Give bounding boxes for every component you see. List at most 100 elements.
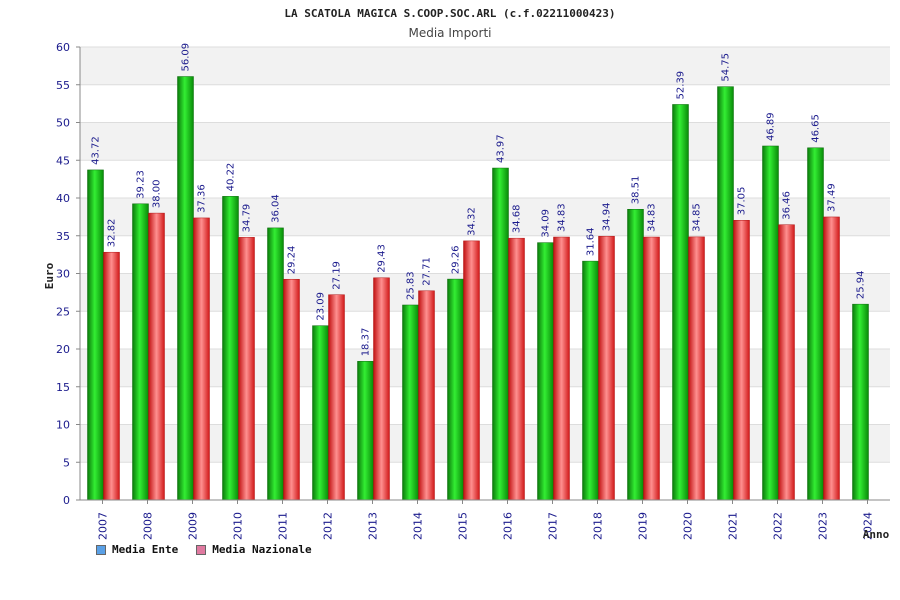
bar-media-ente-2018 bbox=[582, 260, 599, 501]
x-tick-label: 2008 bbox=[142, 512, 155, 540]
x-tick-label: 2021 bbox=[727, 512, 740, 540]
bar-media-nazionale-2017 bbox=[553, 236, 570, 501]
data-label: 34.83 bbox=[557, 203, 568, 232]
y-tick-label: 15 bbox=[56, 381, 70, 394]
y-tick-label: 55 bbox=[56, 79, 70, 92]
data-label: 29.43 bbox=[377, 244, 388, 273]
legend-item-media-ente: Media Ente bbox=[96, 543, 178, 556]
grid-band bbox=[80, 235, 890, 274]
bar-media-nazionale-2008 bbox=[148, 212, 165, 501]
bar-media-nazionale-2023 bbox=[823, 216, 840, 501]
data-label: 34.83 bbox=[647, 203, 658, 232]
bar-media-nazionale-2015 bbox=[463, 240, 480, 501]
bar-media-nazionale-2021 bbox=[733, 220, 750, 501]
legend: Media Ente Media Nazionale bbox=[96, 543, 312, 556]
bar-media-ente-2014 bbox=[402, 304, 419, 501]
bar-media-nazionale-2010 bbox=[238, 237, 255, 501]
x-tick-label: 2016 bbox=[502, 512, 515, 540]
y-tick-label: 25 bbox=[56, 305, 70, 318]
x-tick-label: 2009 bbox=[187, 512, 200, 540]
chart-title: LA SCATOLA MAGICA S.COOP.SOC.ARL (c.f.02… bbox=[284, 7, 615, 20]
bar-media-nazionale-2012 bbox=[328, 294, 345, 501]
bar-media-nazionale-2009 bbox=[193, 217, 210, 501]
legend-swatch-media-ente bbox=[96, 544, 106, 555]
y-tick-label: 0 bbox=[63, 494, 70, 507]
grid-band bbox=[80, 349, 890, 387]
bar-media-nazionale-2022 bbox=[778, 224, 795, 501]
data-label: 38.51 bbox=[631, 176, 642, 205]
data-label: 34.79 bbox=[242, 204, 253, 233]
legend-label-media-ente: Media Ente bbox=[112, 543, 179, 556]
bar-media-ente-2023 bbox=[807, 147, 824, 501]
bar-media-nazionale-2020 bbox=[688, 236, 705, 501]
bar-media-ente-2015 bbox=[447, 278, 464, 501]
data-label: 43.72 bbox=[91, 136, 102, 165]
legend-label-media-nazionale: Media Nazionale bbox=[212, 543, 312, 556]
grid-band bbox=[80, 160, 890, 198]
plot-background bbox=[80, 47, 890, 500]
y-tick-label: 30 bbox=[56, 268, 70, 281]
bar-media-ente-2009 bbox=[177, 76, 194, 501]
data-label: 34.09 bbox=[541, 209, 552, 238]
x-tick-label: 2010 bbox=[232, 512, 245, 540]
grid-band bbox=[80, 386, 890, 425]
grid-band bbox=[80, 462, 890, 500]
y-tick-label: 10 bbox=[56, 419, 70, 432]
data-label: 29.24 bbox=[287, 246, 298, 275]
bar-media-ente-2022 bbox=[762, 145, 779, 501]
data-label: 27.19 bbox=[332, 261, 343, 290]
y-tick-label: 5 bbox=[63, 456, 70, 469]
data-label: 37.49 bbox=[827, 183, 838, 212]
bar-media-ente-2011 bbox=[267, 227, 284, 501]
bar-media-nazionale-2007 bbox=[103, 251, 120, 501]
bar-media-ente-2016 bbox=[492, 167, 509, 501]
x-tick-label: 2020 bbox=[682, 512, 695, 540]
x-tick-label: 2013 bbox=[367, 512, 380, 540]
x-tick-label: 2022 bbox=[772, 512, 785, 540]
x-tick-label: 2014 bbox=[412, 512, 425, 540]
data-label: 54.75 bbox=[721, 53, 732, 82]
data-label: 38.00 bbox=[152, 179, 163, 208]
x-tick-label: 2007 bbox=[97, 512, 110, 540]
bar-media-nazionale-2011 bbox=[283, 278, 300, 501]
data-label: 52.39 bbox=[676, 71, 687, 100]
bar-media-ente-2010 bbox=[222, 196, 239, 501]
x-tick-label: 2015 bbox=[457, 512, 470, 540]
y-tick-label: 50 bbox=[56, 117, 70, 130]
legend-swatch-media-nazionale bbox=[196, 544, 207, 555]
y-tick-label: 40 bbox=[56, 192, 70, 205]
data-labels: 43.72 32.82 39.23 38.00 56.09 37.36 40.22 34.79… bbox=[91, 43, 867, 356]
x-tick-label: 2017 bbox=[547, 512, 560, 540]
bar-media-ente-2017 bbox=[537, 242, 554, 501]
x-tick-label: 2019 bbox=[637, 512, 650, 540]
x-axis-ticks: 2007 2008 2009 2010 2011 2012 2013 2014 2015 2016… bbox=[97, 500, 875, 540]
x-axis-label: Anno bbox=[863, 528, 890, 541]
bar-media-nazionale-2013 bbox=[373, 277, 390, 501]
y-axis-label: Euro bbox=[43, 262, 56, 289]
y-tick-label: 20 bbox=[56, 343, 70, 356]
x-tick-label: 2024 bbox=[862, 512, 875, 540]
data-label: 23.09 bbox=[316, 292, 327, 321]
y-tick-label: 60 bbox=[56, 41, 70, 54]
bar-media-ente-2024 bbox=[852, 303, 869, 501]
grid-band bbox=[80, 273, 890, 312]
bar-media-nazionale-2014 bbox=[418, 290, 435, 501]
bar-media-ente-2007 bbox=[87, 169, 104, 501]
x-tick-label: 2018 bbox=[592, 512, 605, 540]
bar-media-ente-2013 bbox=[357, 361, 374, 501]
y-tick-label: 45 bbox=[56, 154, 70, 167]
data-label: 37.05 bbox=[737, 187, 748, 216]
data-label: 56.09 bbox=[181, 43, 192, 72]
bar-media-ente-2019 bbox=[627, 208, 644, 501]
data-label: 25.83 bbox=[406, 271, 417, 300]
x-tick-label: 2012 bbox=[322, 512, 335, 540]
y-tick-label: 35 bbox=[56, 230, 70, 243]
grid-band bbox=[80, 84, 890, 123]
data-label: 36.46 bbox=[782, 191, 793, 220]
grid-band bbox=[80, 424, 890, 463]
bar-media-nazionale-2019 bbox=[643, 236, 660, 501]
grid-band bbox=[80, 122, 890, 161]
data-label: 34.85 bbox=[692, 203, 703, 232]
data-label: 32.82 bbox=[107, 219, 118, 248]
y-axis-ticks: 0 5 10 15 20 25 30 35 40 45 50 55 60 bbox=[56, 41, 80, 507]
